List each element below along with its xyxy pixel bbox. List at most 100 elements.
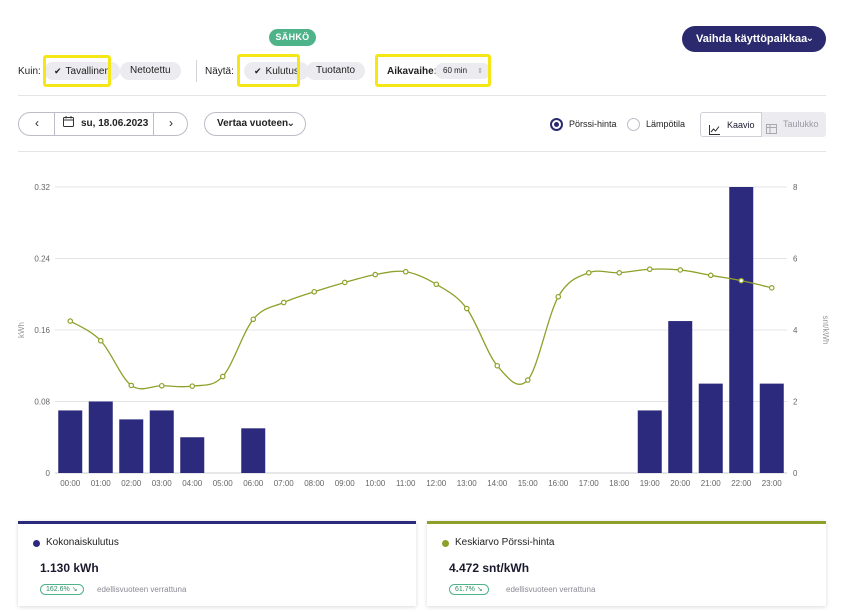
- price-point: [97, 337, 104, 344]
- x-tick-label: 06:00: [243, 479, 264, 488]
- price-point: [585, 269, 592, 276]
- price-point: [494, 362, 501, 369]
- x-tick-label: 14:00: [487, 479, 508, 488]
- consumption-bar: [759, 383, 784, 473]
- calendar-icon[interactable]: [63, 113, 74, 135]
- chevron-right-icon: ›: [169, 116, 173, 130]
- right-tick-label: 4: [793, 326, 798, 335]
- view-chart-label: Kaavio: [727, 120, 755, 130]
- consumption-bar: [698, 383, 723, 473]
- right-tick-label: 0: [793, 469, 798, 478]
- highlight-box: [43, 55, 111, 87]
- consumption-bar: [241, 428, 266, 473]
- price-point: [433, 281, 440, 288]
- left-axis-ticks: 0 0.08 0.16 0.24 0.32: [34, 183, 50, 478]
- chart-icon: [709, 120, 720, 145]
- right-axis-ticks: 0 2 4 6 8: [793, 183, 798, 478]
- x-tick-label: 23:00: [762, 479, 783, 488]
- price-point: [250, 316, 257, 323]
- x-tick-label: 04:00: [182, 479, 203, 488]
- x-tick-label: 13:00: [457, 479, 478, 488]
- card-total-consumption: Kokonaiskulutus 1.130 kWh 162.6% ↘ edell…: [18, 521, 416, 606]
- price-point: [616, 269, 623, 276]
- view-table-button[interactable]: Taulukko: [762, 112, 826, 137]
- card-value: 1.130 kWh: [40, 561, 99, 575]
- x-tick-label: 17:00: [579, 479, 600, 488]
- kuin-option-netotettu[interactable]: Netotettu: [120, 62, 181, 80]
- chevron-down-icon: ⌄: [286, 118, 295, 129]
- price-line: [69, 268, 772, 390]
- consumption-bar: [729, 187, 754, 473]
- price-point: [189, 383, 196, 389]
- x-tick-label: 11:00: [396, 479, 416, 488]
- card-title: Kokonaiskulutus: [46, 537, 119, 548]
- x-tick-label: 07:00: [274, 479, 295, 488]
- x-tick-label: 00:00: [60, 479, 81, 488]
- x-tick-label: 21:00: [701, 479, 722, 488]
- chevron-left-icon: ‹: [35, 116, 39, 130]
- filter-divider: [196, 60, 197, 82]
- price-point: [768, 285, 775, 291]
- x-tick-label: 02:00: [121, 479, 142, 488]
- x-tick-label: 19:00: [640, 479, 661, 488]
- left-tick-label: 0.32: [34, 183, 50, 192]
- check-icon: ✔: [254, 66, 262, 76]
- series-dot: [442, 540, 449, 547]
- kuin-label: Kuin:: [18, 66, 41, 77]
- switch-location-label: Vaihda käyttöpaikkaa: [696, 33, 808, 45]
- energy-type-badge: SÄHKÖ: [269, 29, 316, 46]
- x-tick-label: 12:00: [426, 479, 447, 488]
- price-point: [402, 268, 409, 275]
- highlight-box: [375, 54, 491, 87]
- price-point: [311, 288, 318, 295]
- radio-porssi-hinta[interactable]: [550, 118, 563, 131]
- section-divider: [18, 95, 826, 96]
- compare-year-dropdown[interactable]: Vertaa vuoteen ⌄: [204, 112, 306, 136]
- chart-bars: [58, 187, 784, 473]
- check-icon: ✔: [54, 66, 62, 76]
- price-point: [677, 267, 684, 273]
- price-point: [280, 299, 287, 306]
- card-accent-bar: [427, 521, 826, 524]
- x-tick-label: 10:00: [365, 479, 386, 488]
- x-tick-label: 09:00: [335, 479, 356, 488]
- chart-points: [67, 266, 775, 389]
- card-accent-bar: [18, 521, 416, 524]
- consumption-bar: [149, 410, 174, 473]
- x-tick-label: 22:00: [731, 479, 752, 488]
- right-tick-label: 8: [793, 183, 798, 192]
- prev-day-button[interactable]: ‹: [19, 113, 55, 135]
- price-point: [555, 293, 562, 300]
- card-note: edellisvuoteen verrattuna: [97, 585, 187, 594]
- chart-grid: [55, 186, 787, 474]
- left-axis-title: kWh: [17, 322, 26, 338]
- x-tick-label: 01:00: [91, 479, 112, 488]
- card-title: Keskiarvo Pörssi-hinta: [455, 537, 555, 548]
- consumption-bar: [180, 437, 205, 473]
- right-tick-label: 2: [793, 398, 798, 407]
- consumption-bar: [88, 401, 113, 473]
- radio-porssi-hinta-label: Pörssi-hinta: [569, 119, 617, 129]
- kuin-option-tavallinen[interactable]: ✔ Tavallinen: [44, 62, 121, 80]
- selected-date[interactable]: su, 18.06.2023: [81, 118, 149, 129]
- nayta-option-kulutus[interactable]: ✔ Kulutus: [244, 62, 309, 80]
- aikavaihe-select[interactable]: 60 min ⇕: [435, 63, 492, 79]
- price-point: [341, 279, 348, 286]
- left-tick-label: 0.16: [34, 326, 50, 335]
- x-tick-label: 20:00: [670, 479, 691, 488]
- right-tick-label: 6: [793, 255, 798, 264]
- radio-lampotila-label: Lämpötila: [646, 119, 686, 129]
- left-tick-label: 0.24: [34, 255, 50, 264]
- next-day-button[interactable]: ›: [154, 113, 188, 135]
- highlight-box: [237, 54, 300, 87]
- stepper-icon: ⇕: [477, 68, 484, 75]
- price-point: [128, 382, 135, 389]
- view-chart-button[interactable]: Kaavio: [700, 112, 762, 137]
- nayta-option-tuotanto[interactable]: Tuotanto: [306, 62, 366, 80]
- switch-location-button[interactable]: Vaihda käyttöpaikkaa ⌄: [682, 26, 826, 52]
- change-badge: 61.7% ↘: [449, 584, 489, 595]
- x-tick-label: 15:00: [518, 479, 539, 488]
- radio-lampotila[interactable]: [627, 118, 640, 131]
- compare-year-label: Vertaa vuoteen: [217, 118, 289, 129]
- x-tick-label: 05:00: [213, 479, 234, 488]
